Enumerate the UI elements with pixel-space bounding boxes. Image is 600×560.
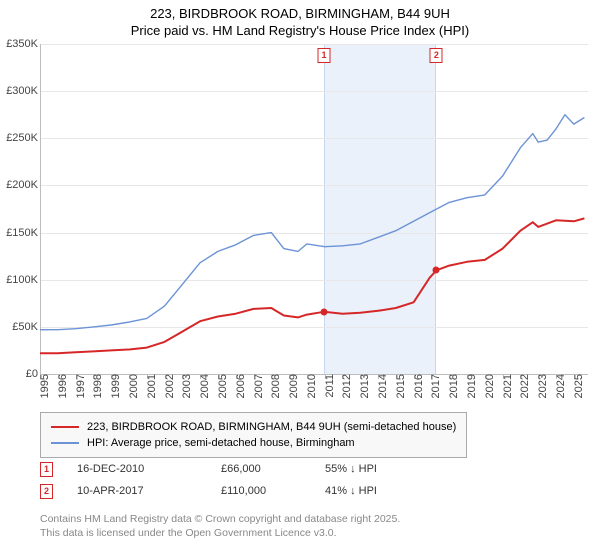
- footer-line-2: This data is licensed under the Open Gov…: [40, 526, 400, 540]
- x-tick-label: 2020: [481, 374, 496, 398]
- y-tick-label: £50K: [12, 321, 40, 333]
- x-tick-label: 2015: [392, 374, 407, 398]
- sale-date: 16-DEC-2010: [77, 463, 197, 475]
- x-tick-label: 2000: [125, 374, 140, 398]
- x-tick-label: 2008: [267, 374, 282, 398]
- x-tick-label: 2001: [143, 374, 158, 398]
- legend-item: 223, BIRDBROOK ROAD, BIRMINGHAM, B44 9UH…: [51, 419, 456, 435]
- x-tick-label: 2009: [285, 374, 300, 398]
- x-tick-label: 2012: [338, 374, 353, 398]
- x-tick-label: 1995: [36, 374, 51, 398]
- legend-swatch: [51, 442, 79, 444]
- x-tick-label: 2006: [232, 374, 247, 398]
- y-tick-label: £300K: [6, 85, 40, 97]
- sales-table: 1 16-DEC-2010 £66,000 55% ↓ HPI 2 10-APR-2017…: [40, 458, 425, 502]
- sale-record: 2 10-APR-2017 £110,000 41% ↓ HPI: [40, 480, 425, 502]
- legend-swatch: [51, 426, 79, 428]
- sale-price: £110,000: [221, 485, 301, 497]
- legend-label: 223, BIRDBROOK ROAD, BIRMINGHAM, B44 9UH…: [87, 421, 456, 433]
- sale-marker-2: 2: [430, 48, 443, 63]
- sale-point: [433, 267, 440, 274]
- x-tick-label: 1998: [89, 374, 104, 398]
- x-tick-label: 2005: [214, 374, 229, 398]
- sale-marker-icon: 1: [40, 462, 53, 477]
- price-vs-hpi-chart: 223, BIRDBROOK ROAD, BIRMINGHAM, B44 9UH…: [0, 0, 600, 560]
- x-tick-label: 2025: [570, 374, 585, 398]
- x-tick-label: 2010: [303, 374, 318, 398]
- sale-marker-icon: 2: [40, 484, 53, 499]
- sale-point: [320, 308, 327, 315]
- sale-price: £66,000: [221, 463, 301, 475]
- x-tick-label: 1999: [107, 374, 122, 398]
- legend-label: HPI: Average price, semi-detached house,…: [87, 437, 355, 449]
- x-tick-label: 1997: [72, 374, 87, 398]
- x-tick-label: 2003: [178, 374, 193, 398]
- x-tick-label: 2016: [410, 374, 425, 398]
- chart-title: 223, BIRDBROOK ROAD, BIRMINGHAM, B44 9UH…: [0, 0, 600, 40]
- sale-marker-1: 1: [317, 48, 330, 63]
- footer-attribution: Contains HM Land Registry data © Crown c…: [40, 512, 400, 540]
- x-tick-label: 2024: [552, 374, 567, 398]
- x-tick-label: 1996: [54, 374, 69, 398]
- y-tick-label: £200K: [6, 179, 40, 191]
- x-tick-label: 2014: [374, 374, 389, 398]
- x-tick-label: 2021: [499, 374, 514, 398]
- sale-record: 1 16-DEC-2010 £66,000 55% ↓ HPI: [40, 458, 425, 480]
- y-tick-label: £150K: [6, 227, 40, 239]
- sale-hpi-delta: 41% ↓ HPI: [325, 485, 425, 497]
- x-tick-label: 2019: [463, 374, 478, 398]
- legend: 223, BIRDBROOK ROAD, BIRMINGHAM, B44 9UH…: [40, 412, 467, 458]
- x-tick-label: 2018: [445, 374, 460, 398]
- x-tick-label: 2007: [250, 374, 265, 398]
- x-tick-label: 2017: [427, 374, 442, 398]
- sale-hpi-delta: 55% ↓ HPI: [325, 463, 425, 475]
- title-line-1: 223, BIRDBROOK ROAD, BIRMINGHAM, B44 9UH: [0, 6, 600, 23]
- y-tick-label: £100K: [6, 274, 40, 286]
- x-tick-label: 2022: [516, 374, 531, 398]
- x-tick-label: 2013: [356, 374, 371, 398]
- series-lines: [40, 44, 588, 374]
- legend-item: HPI: Average price, semi-detached house,…: [51, 435, 456, 451]
- x-tick-label: 2002: [161, 374, 176, 398]
- x-tick-label: 2004: [196, 374, 211, 398]
- plot-area: £0£50K£100K£150K£200K£250K£300K£350K1995…: [40, 44, 588, 374]
- title-line-2: Price paid vs. HM Land Registry's House …: [0, 23, 600, 40]
- y-tick-label: £250K: [6, 132, 40, 144]
- x-tick-label: 2023: [534, 374, 549, 398]
- x-tick-label: 2011: [321, 374, 336, 398]
- footer-line-1: Contains HM Land Registry data © Crown c…: [40, 512, 400, 526]
- hpi-line: [40, 115, 584, 330]
- y-tick-label: £350K: [6, 38, 40, 50]
- property-line: [40, 218, 584, 353]
- sale-date: 10-APR-2017: [77, 485, 197, 497]
